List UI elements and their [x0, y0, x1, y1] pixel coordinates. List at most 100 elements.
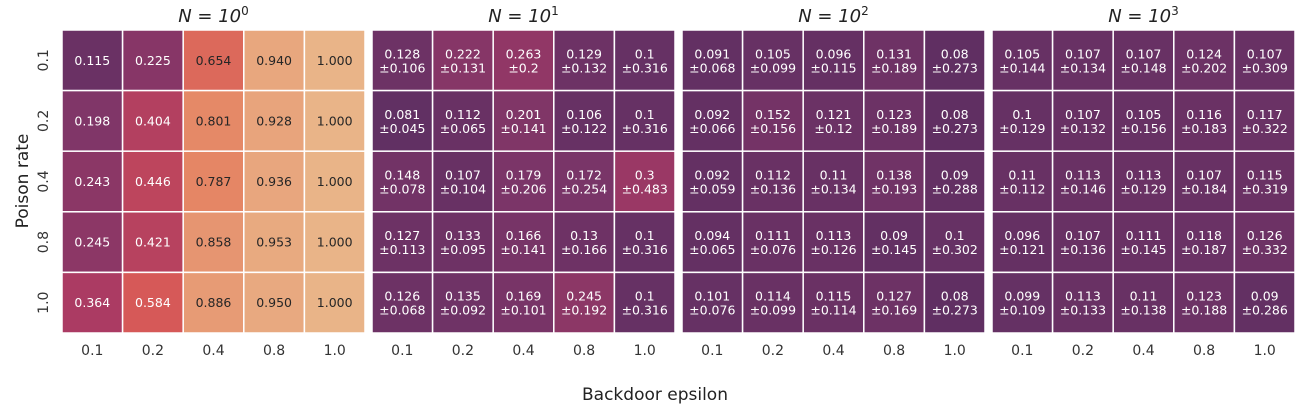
cell-value-label: 0.953: [256, 235, 292, 250]
heatmap-cell: [681, 211, 744, 274]
heatmap-cell: [1233, 211, 1296, 274]
cell-std-label: ±0.065: [440, 121, 486, 136]
x-tick-label: 0.1: [391, 343, 413, 359]
heatmap-cell: [243, 150, 306, 213]
cell-std-label: ±0.099: [750, 303, 796, 318]
cell-value-label: 0.091: [694, 46, 730, 61]
x-tick-label: 0.4: [822, 343, 844, 359]
cell-std-label: ±0.316: [622, 242, 668, 257]
cell-value-label: 0.107: [1065, 228, 1101, 243]
cell-value-label: 0.123: [1186, 289, 1222, 304]
cell-std-label: ±0.286: [1242, 303, 1288, 318]
cell-value-label: 0.936: [256, 174, 292, 189]
x-tick-label: 1.0: [1254, 343, 1276, 359]
cell-value-label: 0.113: [1065, 168, 1101, 183]
cell-std-label: ±0.059: [689, 182, 735, 197]
cell-std-label: ±0.319: [1242, 182, 1288, 197]
cell-value-label: 0.126: [384, 289, 420, 304]
cell-std-label: ±0.121: [999, 242, 1045, 257]
cell-value-label: 0.128: [384, 46, 420, 61]
cell-std-label: ±0.065: [689, 242, 735, 257]
heatmap-cell: [802, 29, 865, 92]
heatmap-cell: [681, 29, 744, 92]
cell-std-label: ±0.114: [810, 303, 856, 318]
x-tick-label: 0.2: [1072, 343, 1094, 359]
cell-value-label: 0.105: [755, 46, 791, 61]
cell-value-label: 1.000: [317, 295, 353, 310]
cell-value-label: 0.166: [506, 228, 542, 243]
cell-std-label: ±0.068: [379, 303, 425, 318]
heatmap-cell: [121, 271, 184, 334]
x-tick-label: 0.8: [263, 343, 285, 359]
cell-value-label: 0.172: [566, 168, 602, 183]
heatmap-cell: [431, 29, 494, 92]
cell-value-label: 0.126: [1247, 228, 1283, 243]
cell-std-label: ±0.141: [500, 121, 546, 136]
y-tick-label: 0.2: [36, 110, 52, 132]
cell-value-label: 0.245: [566, 289, 602, 304]
cell-std-label: ±0.134: [810, 182, 856, 197]
heatmap-cell: [991, 89, 1054, 152]
cell-std-label: ±0.322: [1242, 121, 1288, 136]
cell-std-label: ±0.136: [1060, 242, 1106, 257]
heatmap-cell: [553, 271, 616, 334]
x-tick-label: 0.4: [1132, 343, 1154, 359]
cell-value-label: 1.000: [317, 174, 353, 189]
y-tick-label: 0.4: [36, 170, 52, 192]
x-tick-label: 1.0: [324, 343, 346, 359]
cell-std-label: ±0.273: [932, 303, 978, 318]
cell-value-label: 0.446: [135, 174, 171, 189]
heatmap-cell: [1112, 150, 1175, 213]
cell-std-label: ±0.126: [810, 242, 856, 257]
cell-value-label: 0.11: [1130, 289, 1158, 304]
cell-value-label: 0.105: [1126, 107, 1162, 122]
cell-std-label: ±0.316: [622, 121, 668, 136]
heatmap-cell: [923, 29, 986, 92]
cell-value-label: 0.198: [74, 113, 110, 128]
cell-value-label: 0.801: [196, 113, 232, 128]
cell-value-label: 0.096: [816, 46, 852, 61]
heatmap-cell: [553, 29, 616, 92]
cell-std-label: ±0.132: [1060, 121, 1106, 136]
cell-value-label: 0.13: [570, 228, 598, 243]
cell-std-label: ±0.254: [561, 182, 607, 197]
cell-value-label: 0.117: [1247, 107, 1283, 122]
cell-value-label: 0.222: [445, 46, 481, 61]
cell-value-label: 0.115: [816, 289, 852, 304]
x-tick-label: 0.4: [202, 343, 224, 359]
cell-value-label: 0.131: [876, 46, 912, 61]
cell-std-label: ±0.099: [750, 60, 796, 75]
cell-std-label: ±0.095: [440, 242, 486, 257]
cell-std-label: ±0.192: [561, 303, 607, 318]
cell-std-label: ±0.113: [379, 242, 425, 257]
cell-std-label: ±0.109: [999, 303, 1045, 318]
cell-std-label: ±0.068: [689, 60, 735, 75]
heatmap-cell: [681, 150, 744, 213]
heatmap-cell: [61, 271, 124, 334]
cell-std-label: ±0.145: [871, 242, 917, 257]
cell-value-label: 0.245: [74, 235, 110, 250]
cell-value-label: 0.1: [635, 289, 655, 304]
cell-value-label: 0.179: [506, 168, 542, 183]
cell-std-label: ±0.156: [1120, 121, 1166, 136]
cell-value-label: 0.127: [876, 289, 912, 304]
cell-std-label: ±0.112: [999, 182, 1045, 197]
cell-value-label: 1.000: [317, 235, 353, 250]
heatmap-cell: [741, 211, 804, 274]
heatmap-cell: [1051, 29, 1114, 92]
cell-std-label: ±0.104: [440, 182, 486, 197]
heatmap-cell: [991, 29, 1054, 92]
heatmap-cell: [371, 271, 434, 334]
heatmap-cell: [303, 89, 366, 152]
cell-value-label: 0.138: [876, 168, 912, 183]
cell-value-label: 0.584: [135, 295, 171, 310]
cell-std-label: ±0.076: [750, 242, 796, 257]
y-tick-label: 0.8: [36, 231, 52, 253]
cell-std-label: ±0.288: [932, 182, 978, 197]
cell-value-label: 0.421: [135, 235, 171, 250]
cell-std-label: ±0.138: [1120, 303, 1166, 318]
heatmap-cell: [121, 211, 184, 274]
panels-group: N = 100 0.115 0.225 0.654 0.940 1.000 0.198 0.4…: [36, 4, 1296, 359]
cell-value-label: 0.787: [196, 174, 232, 189]
